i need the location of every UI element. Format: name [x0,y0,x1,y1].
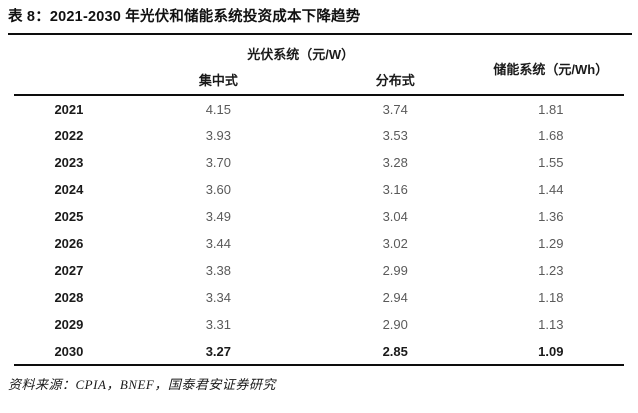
source-attribution: 资料来源：CPIA，BNEF，国泰君安证券研究 [8,377,276,392]
table-title: 表 8：2021-2030 年光伏和储能系统投资成本下降趋势 [8,9,361,25]
header-storage-system: 储能系统（元/Wh） [493,62,609,77]
year-cell: 2030 [54,343,84,359]
table-row: 2027 3.38 2.99 1.23 [14,257,624,284]
centralized-cell: 3.38 [205,263,231,278]
report-table-snippet: 表 8：2021-2030 年光伏和储能系统投资成本下降趋势 光伏系统（元/W）… [0,7,638,413]
distributed-cell: 2.94 [382,290,408,305]
table-body: 2021 4.15 3.74 1.81 2022 3.93 3.53 1.68 … [14,95,624,365]
distributed-cell: 2.99 [382,263,408,278]
storage-cell: 1.68 [538,128,564,143]
storage-cell: 1.23 [538,263,564,278]
storage-cell: 1.81 [538,101,564,117]
centralized-cell: 3.27 [205,343,231,359]
distributed-cell: 2.90 [382,317,408,332]
year-cell: 2022 [54,128,84,143]
distributed-cell: 3.28 [382,155,408,170]
storage-cell: 1.18 [538,290,564,305]
header-pv-system: 光伏系统（元/W） [247,47,355,62]
table-row: 2022 3.93 3.53 1.68 [14,122,624,149]
year-cell: 2028 [54,290,84,305]
distributed-cell: 3.74 [382,101,408,117]
distributed-cell: 3.02 [382,236,408,251]
storage-cell: 1.44 [538,182,564,197]
header-group-row: 光伏系统（元/W） 储能系统（元/Wh） [14,35,624,77]
cost-table: 光伏系统（元/W） 储能系统（元/Wh） 集中式 分布式 2021 4.15 3… [14,35,624,366]
table-row: 2023 3.70 3.28 1.55 [14,149,624,176]
header-distributed: 分布式 [375,72,415,88]
centralized-cell: 3.60 [205,182,231,197]
table-row: 2029 3.31 2.90 1.13 [14,311,624,338]
table-row: 2024 3.60 3.16 1.44 [14,176,624,203]
distributed-cell: 3.16 [382,182,408,197]
distributed-cell: 3.53 [382,128,408,143]
table-row: 2025 3.49 3.04 1.36 [14,203,624,230]
storage-cell: 1.29 [538,236,564,251]
table-row-final: 2030 3.27 2.85 1.09 [14,338,624,365]
centralized-cell: 3.70 [205,155,231,170]
centralized-cell: 3.93 [205,128,231,143]
year-cell: 2029 [54,317,84,332]
header-centralized: 集中式 [198,72,238,88]
table-row: 2026 3.44 3.02 1.29 [14,230,624,257]
storage-cell: 1.09 [538,343,564,359]
title-divider [8,33,632,35]
year-cell: 2024 [54,182,84,197]
table-row: 2028 3.34 2.94 1.18 [14,284,624,311]
storage-cell: 1.36 [538,209,564,224]
table-header: 光伏系统（元/W） 储能系统（元/Wh） 集中式 分布式 [14,35,624,95]
centralized-cell: 3.49 [205,209,231,224]
year-cell: 2026 [54,236,84,251]
storage-cell: 1.55 [538,155,564,170]
centralized-cell: 4.15 [205,101,231,117]
header-sub-row: 集中式 分布式 [14,64,624,95]
distributed-cell: 3.04 [382,209,408,224]
year-cell: 2021 [54,101,84,117]
distributed-cell: 2.85 [382,343,408,359]
table-row: 2021 4.15 3.74 1.81 [14,95,624,122]
year-cell: 2023 [54,155,84,170]
header-year-blank [14,35,124,95]
storage-cell: 1.13 [538,317,564,332]
centralized-cell: 3.31 [205,317,231,332]
centralized-cell: 3.44 [205,236,231,251]
year-cell: 2027 [54,263,84,278]
year-cell: 2025 [54,209,84,224]
centralized-cell: 3.34 [205,290,231,305]
